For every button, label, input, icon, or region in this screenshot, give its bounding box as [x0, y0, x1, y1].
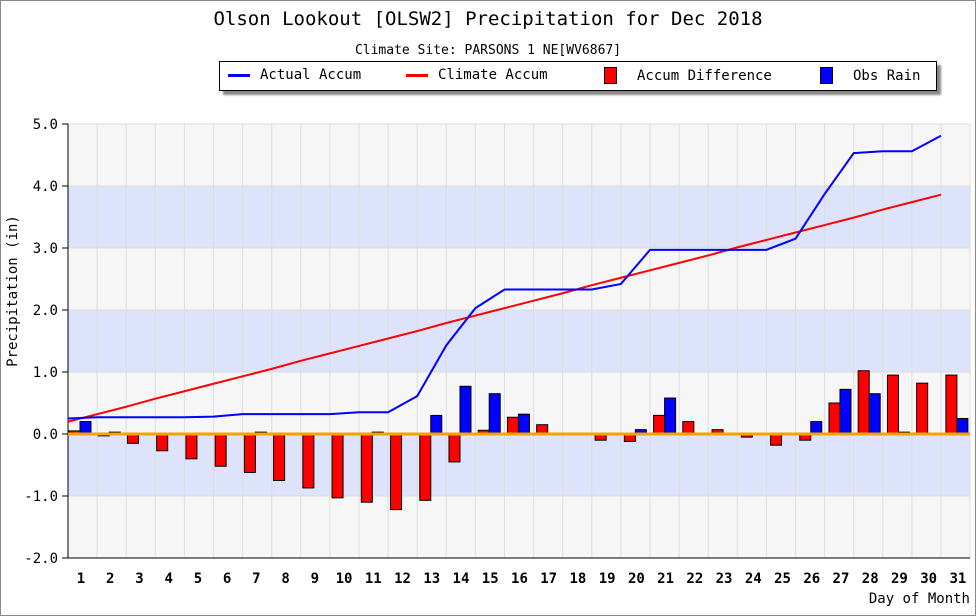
difference-bar	[419, 433, 432, 501]
difference-bar	[360, 433, 373, 503]
x-tick-label: 17	[540, 571, 557, 587]
legend: Actual Accum Climate Accum Accum Differe…	[219, 61, 937, 91]
x-tick-label: 3	[135, 571, 143, 587]
obs-rain-bar	[810, 421, 823, 435]
obs-rain-bar	[79, 421, 92, 435]
obs-rain-bar	[459, 385, 472, 435]
x-tick-label: 1	[77, 571, 85, 587]
difference-bar	[506, 416, 519, 435]
x-tick-label: 29	[891, 571, 908, 587]
legend-item-actual: Actual Accum	[228, 67, 361, 83]
y-tick-label: 4.0	[33, 179, 58, 195]
legend-swatch-difference	[604, 67, 617, 84]
difference-bar	[828, 402, 841, 435]
chart-title: Olson Lookout [OLSW2] Precipitation for …	[213, 8, 763, 30]
difference-bar	[243, 433, 256, 473]
difference-bar	[302, 433, 315, 489]
difference-bar	[156, 433, 169, 452]
x-tick-label: 9	[311, 571, 319, 587]
obs-rain-bar	[839, 388, 852, 435]
difference-bar	[945, 374, 958, 435]
x-tick-label: 7	[252, 571, 260, 587]
y-tick-label: 1.0	[33, 365, 58, 381]
band	[68, 186, 970, 248]
x-tick-label: 18	[569, 571, 586, 587]
x-tick-label: 24	[745, 571, 762, 587]
obs-rain-bar	[868, 393, 881, 435]
x-tick-label: 15	[482, 571, 499, 587]
difference-bar	[682, 421, 695, 435]
band	[68, 310, 970, 372]
legend-label: Climate Accum	[438, 67, 548, 83]
obs-rain-bar	[430, 414, 443, 435]
climate-accum-line	[67, 193, 942, 423]
x-tick-label: 2	[106, 571, 114, 587]
y-tick-label: 2.0	[33, 303, 58, 319]
legend-label: Accum Difference	[637, 67, 772, 84]
legend-item-difference: Accum Difference	[604, 67, 772, 84]
x-tick-label: 28	[862, 571, 879, 587]
y-tick-label: -2.0	[24, 551, 58, 567]
legend-swatch-climate	[406, 73, 428, 77]
difference-bar	[185, 433, 198, 460]
x-tick-label: 13	[423, 571, 440, 587]
x-tick-label: 8	[281, 571, 289, 587]
legend-item-obs: Obs Rain	[820, 67, 920, 84]
obs-rain-bar	[664, 397, 677, 435]
x-tick-label: 14	[453, 571, 470, 587]
x-tick-label: 4	[164, 571, 172, 587]
difference-bar	[916, 382, 929, 435]
legend-label: Obs Rain	[853, 67, 921, 84]
legend-swatch-obs	[820, 67, 833, 84]
difference-bar	[273, 433, 286, 481]
y-tick-label: 3.0	[33, 241, 58, 257]
legend-swatch-actual	[228, 73, 250, 77]
y-tick-label: 0.0	[33, 427, 58, 443]
x-tick-label: 30	[920, 571, 937, 587]
difference-bar	[770, 433, 783, 446]
difference-bar	[331, 433, 344, 499]
x-tick-label: 11	[365, 571, 382, 587]
difference-bar	[214, 433, 227, 467]
legend-label: Actual Accum	[260, 67, 362, 83]
x-tick-label: 20	[628, 571, 645, 587]
x-tick-label: 27	[833, 571, 850, 587]
x-tick-label: 10	[336, 571, 353, 587]
x-tick-label: 5	[194, 571, 202, 587]
x-axis-label: Day of Month	[869, 591, 970, 607]
x-tick-label: 12	[394, 571, 411, 587]
x-tick-label: 31	[949, 571, 966, 587]
x-tick-label: 16	[511, 571, 528, 587]
actual-accum-line	[67, 134, 942, 420]
difference-bar	[857, 370, 870, 435]
difference-bar	[886, 374, 899, 435]
x-tick-label: 6	[223, 571, 231, 587]
band	[68, 434, 970, 496]
y-axis-label: Precipitation (in)	[5, 215, 21, 367]
difference-bar	[448, 433, 461, 463]
x-tick-label: 22	[686, 571, 703, 587]
y-tick-label: 5.0	[33, 117, 58, 133]
obs-rain-bar	[517, 413, 530, 435]
difference-bar	[390, 433, 403, 511]
x-tick-label: 26	[803, 571, 820, 587]
legend-item-climate: Climate Accum	[406, 67, 548, 83]
obs-rain-bar	[488, 393, 501, 435]
difference-bar	[653, 414, 666, 435]
y-tick-label: -1.0	[24, 489, 58, 505]
chart-subtitle: Climate Site: PARSONS 1 NE[WV6867]	[354, 43, 622, 58]
x-tick-label: 25	[774, 571, 791, 587]
x-tick-label: 21	[657, 571, 674, 587]
obs-rain-bar	[956, 418, 969, 435]
x-tick-label: 23	[716, 571, 733, 587]
x-tick-label: 19	[599, 571, 616, 587]
